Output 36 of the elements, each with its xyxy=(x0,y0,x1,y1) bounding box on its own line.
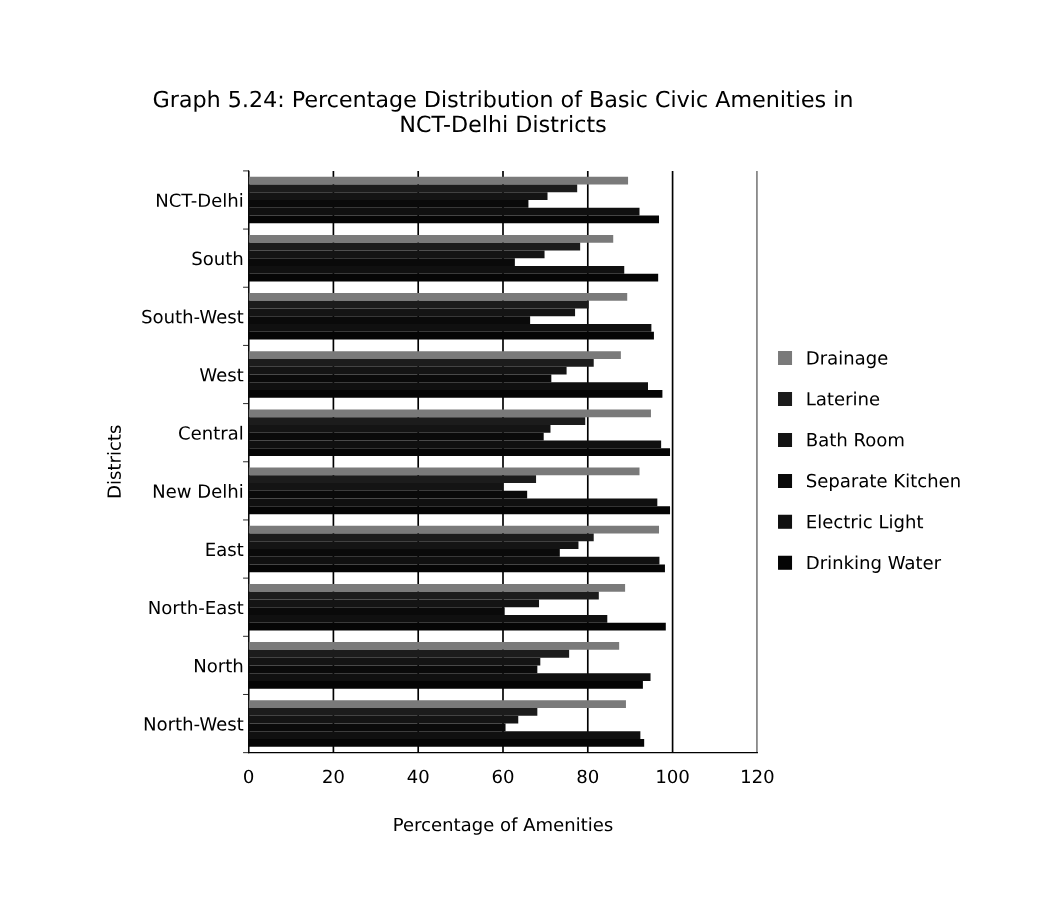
legend-label: Electric Light xyxy=(807,514,924,532)
y-tick-label: North-West xyxy=(144,716,244,731)
bar xyxy=(248,351,621,359)
y-tick-label: North-East xyxy=(149,600,244,615)
x-tick-label: 60 xyxy=(492,769,514,784)
legend-label: Drinking Water xyxy=(807,555,942,573)
y-tick-label: New Delhi xyxy=(153,484,243,498)
y-tick-label: NCT-Delhi xyxy=(157,193,243,208)
bar xyxy=(248,293,628,301)
bar xyxy=(248,176,629,185)
bar xyxy=(248,583,626,592)
legend-label: Drainage xyxy=(807,350,888,369)
chart-title: Graph 5.24: Percentage Distribution of Basic Civic Amenities in NCT-Delhi Districts xyxy=(153,90,852,133)
y-tick-label: South-West xyxy=(142,309,244,324)
bar xyxy=(248,642,620,650)
x-tick-label: 0 xyxy=(244,769,254,784)
bar xyxy=(248,409,651,418)
legend-label: Bath Room xyxy=(807,432,904,447)
x-tick-label: 20 xyxy=(323,769,344,784)
y-tick-label: Central xyxy=(179,425,243,440)
x-tick-label: 100 xyxy=(657,769,689,784)
y-tick-label: East xyxy=(206,542,244,557)
x-axis-title: Percentage of Amenities xyxy=(394,817,613,835)
y-tick-label: West xyxy=(199,368,244,382)
bar xyxy=(248,234,614,243)
bar xyxy=(248,467,640,476)
legend-label: Separate Kitchen xyxy=(806,473,960,491)
y-axis-title: Districts xyxy=(106,425,121,498)
x-tick-label: 80 xyxy=(577,769,599,784)
x-tick-label: 120 xyxy=(742,769,774,784)
x-tick-label: 40 xyxy=(407,769,429,784)
y-tick-label: South xyxy=(192,251,243,266)
bar xyxy=(248,525,660,534)
legend-label: Laterine xyxy=(807,391,880,406)
y-tick-label: North xyxy=(195,658,243,673)
bar xyxy=(248,700,626,709)
